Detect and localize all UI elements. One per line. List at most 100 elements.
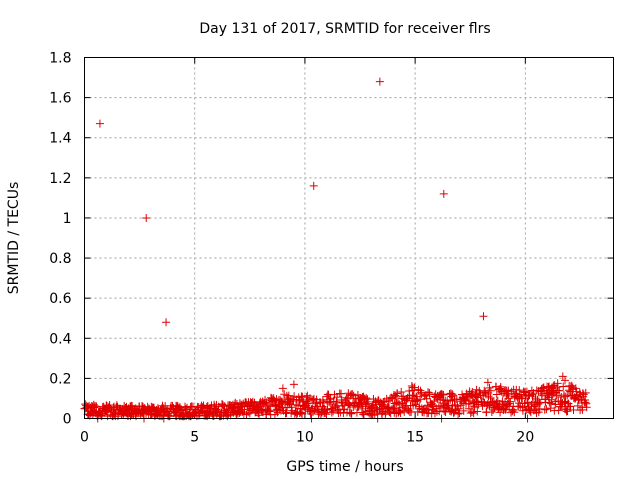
y-tick-label: 0 [63,412,72,428]
data-point [389,404,398,413]
data-point [540,405,549,414]
data-point [439,390,448,399]
data-point [284,391,293,400]
data-point [266,402,275,411]
data-point [515,386,524,395]
data-point [484,392,493,401]
data-point [581,398,590,407]
x-axis-label: GPS time / hours [286,459,403,475]
data-point [347,390,356,399]
chart-title: Day 131 of 2017, SRMTID for receiver flr… [199,21,490,37]
data-point [323,405,332,414]
data-point [506,397,515,406]
x-tick-labels: 0 5 10 15 20 [80,430,534,446]
data-point [296,408,305,417]
data-point [397,388,406,397]
x-tick-label: 0 [80,430,89,446]
data-point [571,384,580,393]
y-tick-labels: 0 0.2 0.4 0.6 0.8 1 1.2 1.4 1.6 1.8 [49,51,71,428]
data-point [486,386,495,395]
data-point [483,378,492,387]
data-point [534,408,543,417]
data-point [563,407,572,416]
data-point [347,409,356,418]
data-point [329,407,338,416]
y-tick-label: 1.4 [49,131,71,147]
data-point [445,407,454,416]
axis-ticks [84,57,614,419]
data-point [492,390,501,399]
data-point [479,312,488,321]
data-point [182,403,191,412]
data-point [547,399,556,408]
data-point [473,407,482,416]
data-point [422,394,431,403]
data-point [231,398,240,407]
data-point [555,386,564,395]
data-point [549,381,558,390]
x-tick-label: 20 [516,430,534,446]
data-point [507,387,516,396]
data-point [344,400,353,409]
y-tick-label: 1.6 [49,91,71,107]
data-point [448,391,457,400]
data-point [408,386,417,395]
data-point [358,408,367,417]
data-point [469,409,478,418]
data-point [393,389,402,398]
data-point [287,403,296,412]
data-point [162,318,171,327]
data-point [295,396,304,405]
data-point [309,181,318,190]
data-point [553,379,562,388]
data-point [345,408,354,417]
data-point [532,386,541,395]
data-point [454,404,463,413]
data-point [454,409,463,418]
data-point [483,399,492,408]
data-point [321,405,330,414]
data-point [487,407,496,416]
x-tick-label: 10 [296,430,314,446]
data-point [298,410,307,419]
data-point [265,407,274,416]
data-point [446,396,455,405]
data-point [391,391,400,400]
data-point [448,390,457,399]
data-point [446,389,455,398]
data-point [573,401,582,410]
data-point [375,77,384,86]
data-point [264,406,273,415]
data-point [396,409,405,418]
data-point [92,402,101,411]
data-point [547,395,556,404]
data-point [531,394,540,403]
data-point [581,388,590,397]
x-tick-label: 15 [406,430,424,446]
data-point [142,213,151,222]
x-tick-label: 5 [190,430,199,446]
data-point [95,119,104,128]
data-point [439,189,448,198]
data-points [80,77,591,423]
data-point [579,390,588,399]
data-point [558,372,567,381]
data-point [325,395,334,404]
y-tick-label: 1 [63,211,72,227]
data-point [518,406,527,415]
data-point [504,386,513,395]
data-point [416,386,425,395]
data-point [534,400,543,409]
data-point [278,384,287,393]
data-point [411,400,420,409]
data-point [390,403,399,412]
data-point [451,405,460,414]
y-tick-label: 1.2 [49,171,71,187]
data-point [322,410,331,419]
data-point [362,394,371,403]
data-point [561,376,570,385]
y-tick-label: 0.8 [49,251,71,267]
data-point [289,380,298,389]
data-point [552,391,561,400]
